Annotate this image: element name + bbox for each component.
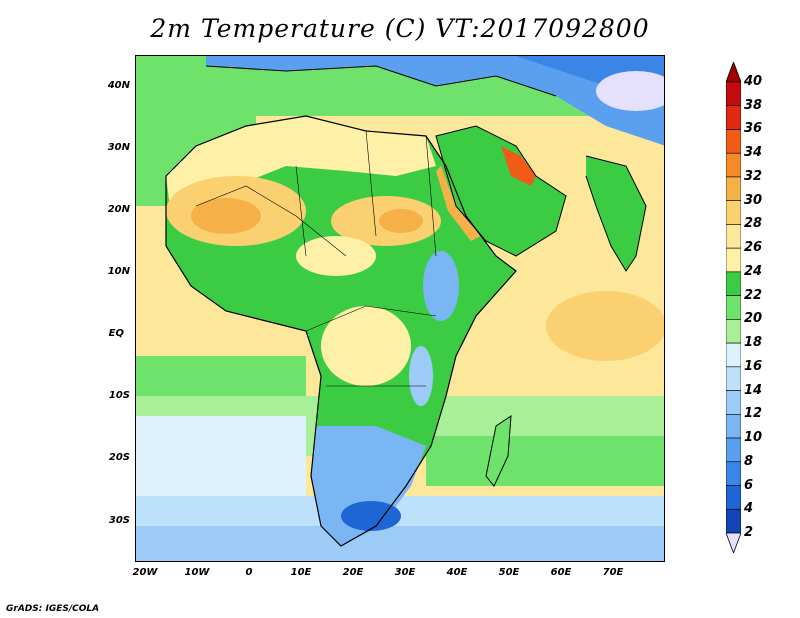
lon-label-20w: 20W (132, 567, 158, 578)
congo-mild (321, 306, 411, 386)
south-band-pale (136, 416, 306, 496)
colorbar-tick-label: 40 (744, 74, 763, 89)
colorbar-tick-label: 4 (744, 501, 754, 517)
south-africa-cold (341, 501, 401, 531)
colorbar-above-triangle (726, 62, 741, 83)
credit-text: GrADS: IGES/COLA (6, 604, 100, 614)
colorbar-swatch (726, 295, 741, 320)
lon-label-30e: 30E (394, 567, 416, 578)
colorbar-swatch (726, 271, 741, 296)
lat-label-eq: EQ (108, 328, 124, 339)
lon-label-50e: 50E (498, 567, 520, 578)
colorbar-tick-label: 6 (744, 477, 754, 493)
lon-label-10e: 10E (290, 567, 312, 578)
colorbar-tick-label: 18 (744, 335, 763, 351)
lon-label-0: 0 (245, 567, 253, 578)
lat-label-30n: 30N (107, 142, 130, 153)
india-coastline (585, 155, 647, 272)
colorbar-tick-label: 14 (744, 382, 763, 398)
colorbar-tick-label: 20 (744, 311, 763, 327)
lat-label-20s: 20S (108, 452, 130, 463)
colorbar-swatch (726, 485, 741, 510)
colorbar-tick-label: 24 (744, 263, 763, 279)
map-plot-area (135, 55, 665, 562)
sahara-west-hot (191, 198, 261, 234)
colorbar-swatch (726, 200, 741, 225)
map-title: 2m Temperature (C) VT:2017092800 (150, 14, 650, 43)
lon-label-70e: 70E (602, 567, 624, 578)
colorbar-swatch (726, 152, 741, 178)
colorbar-swatch (726, 176, 741, 201)
colorbar-tick-label: 36 (744, 121, 763, 137)
country-borders (195, 130, 437, 387)
colorbar-swatch (726, 390, 741, 415)
colorbar-tick-label: 32 (744, 168, 763, 184)
colorbar-swatch (726, 224, 741, 249)
madagascar (485, 415, 512, 487)
persian-gulf-hot (501, 146, 536, 186)
lon-label-10w: 10W (184, 567, 210, 578)
colorbar-swatch (726, 342, 741, 368)
colorbar-swatch (726, 81, 741, 107)
colorbar-tick-label: 16 (744, 358, 763, 374)
lon-label-20e: 20E (342, 567, 364, 578)
colorbar-swatch (726, 414, 741, 439)
lat-label-10s: 10S (108, 390, 130, 401)
north-africa-mild (166, 116, 436, 216)
colorbar-swatch (726, 461, 741, 486)
india-land (586, 156, 646, 271)
red-sea-warm (436, 166, 481, 241)
south-band-blue (136, 526, 664, 561)
rift-valley-cool (409, 346, 433, 406)
colorbar-tick-label: 10 (744, 430, 763, 446)
colorbar-tick-label: 26 (744, 240, 763, 256)
colorbar-swatch (726, 366, 741, 391)
colorbar-tick-label: 38 (744, 97, 763, 113)
colorbar-tick-label: 34 (744, 145, 763, 161)
indian-ocean-warm (546, 291, 664, 361)
colorbar-tick-label: 12 (744, 406, 763, 422)
colorbar-tick-label: 30 (744, 192, 763, 208)
lat-label-30s: 30S (108, 515, 130, 526)
europe-coastline (205, 65, 557, 97)
ethiopia-highlands (423, 251, 459, 321)
colorbar-swatch (726, 129, 741, 154)
colorbar-swatch (726, 319, 741, 344)
colorbar-tick-label: 8 (744, 453, 754, 469)
colorbar (726, 62, 741, 553)
lon-label-40e: 40E (446, 567, 468, 578)
lat-label-40n: 40N (107, 80, 130, 91)
africa-coastline (165, 115, 517, 547)
colorbar-swatch (726, 437, 741, 463)
colorbar-swatch (726, 105, 741, 130)
colorbar-tick-label: 22 (744, 287, 763, 303)
sahara-east-hot (379, 209, 423, 233)
colorbar-swatch (726, 508, 741, 534)
europe-cool (206, 56, 664, 146)
colorbar-tick-label: 28 (744, 216, 763, 232)
lat-label-10n: 10N (107, 266, 130, 277)
colorbar-swatch (726, 247, 741, 273)
colorbar-tick-label: 2 (744, 525, 754, 540)
lat-label-20n: 20N (107, 204, 130, 215)
sahel-mild (296, 236, 376, 276)
himalaya-cold (596, 71, 664, 111)
southern-africa-cool (311, 426, 426, 546)
arabia-land (436, 126, 566, 256)
temperature-field (136, 56, 664, 561)
south-band-light-blue (136, 496, 664, 526)
lon-label-60e: 60E (550, 567, 572, 578)
arabia-coastline (435, 125, 567, 257)
indian-ocean-green (426, 436, 664, 486)
colorbar-below-triangle (726, 532, 741, 553)
